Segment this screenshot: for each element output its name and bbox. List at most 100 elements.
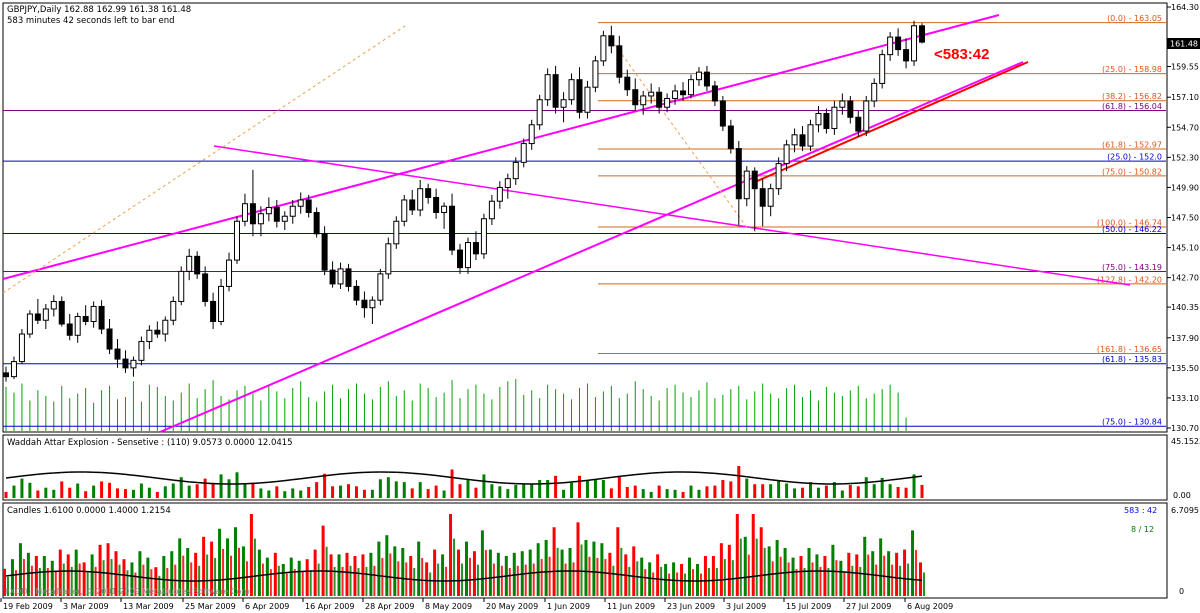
candle-body [18, 333, 25, 363]
candle-body [50, 300, 57, 310]
ind1-signal-line [714, 472, 723, 475]
ind2-signal-line [882, 575, 891, 578]
candle-body [369, 299, 376, 309]
ind2-signal-line [905, 578, 915, 581]
candle-body [592, 60, 599, 88]
ind2-signal-line [101, 571, 110, 575]
ind2-signal-line [85, 570, 94, 573]
ind1-signal-line [29, 473, 38, 476]
ind2-signal-line [380, 575, 389, 578]
ind2-signal-line [13, 573, 23, 576]
candle-body [648, 91, 655, 97]
ind1-signal-line [706, 472, 715, 475]
ind1-signal-line [722, 473, 731, 476]
candle-body [815, 113, 822, 126]
ind1-signal-line [786, 480, 795, 484]
ind2-signal-line [858, 572, 867, 575]
ind1-signal-line [252, 482, 261, 485]
ind2-signal-line [356, 572, 365, 575]
candle-body [329, 269, 336, 285]
ind2-signal-line [141, 576, 150, 579]
ind1-signal-line [746, 476, 755, 479]
date-tick-label: 8 May 2009 [425, 602, 472, 611]
ind2-signal-line [244, 575, 254, 579]
ind2-signal-line [404, 577, 413, 581]
ind2-signal-line [364, 573, 373, 576]
ind2-signal-line [292, 570, 301, 573]
candle-body [249, 203, 256, 225]
ind2-signal-line [483, 577, 492, 580]
candle-body [680, 90, 687, 96]
price-tick-label: 130.70 [1171, 424, 1199, 433]
candle-body [361, 299, 368, 309]
ind2-signal-line [890, 576, 899, 579]
ind2-signal-line [866, 573, 875, 576]
ind1-signal-line [738, 475, 747, 478]
ind2-signal-line [595, 571, 604, 574]
candle-body [353, 285, 360, 301]
ind2-signal-line [117, 573, 126, 577]
candle-body [831, 106, 838, 130]
ind1-signal-line [627, 473, 636, 477]
price-tick-label: 137.90 [1171, 334, 1199, 343]
candle-body [34, 313, 41, 321]
ind1-signal-line [643, 472, 652, 475]
price-tick-label: 133.10 [1171, 394, 1199, 403]
ind2-signal-line [754, 574, 763, 577]
ind2-signal-line [619, 573, 628, 577]
fib-label: (25.0) - 158.98 [1102, 65, 1162, 74]
ind1-signal-line [292, 477, 301, 481]
ind1-signal-line [117, 472, 126, 476]
candle-body [433, 196, 440, 213]
ind1-signal-line [133, 474, 142, 477]
date-tick-label: 20 May 2009 [486, 602, 538, 611]
candle-body [695, 71, 702, 81]
ind2-signal-line [5, 574, 15, 577]
ind2-signal-line [778, 571, 787, 575]
candle-body [688, 79, 695, 96]
ind1-signal-line [874, 480, 883, 483]
ind1-signal-line [794, 481, 803, 484]
ind1-signal-line [603, 476, 612, 480]
watermark-text: FXDD - MetaTrader, © 2001-2009 MetaQuote… [5, 587, 252, 596]
ind2-signal-line [37, 571, 46, 574]
candle-body [273, 206, 280, 222]
candle-body [711, 85, 718, 102]
ind1-signal-line [420, 473, 429, 476]
ind1-signal-line [348, 472, 357, 475]
ind2-tick-label: 6.7095 [1171, 506, 1199, 515]
candle-body [321, 233, 328, 271]
ind1-signal-line [459, 477, 469, 481]
trend-lines [2, 14, 1131, 433]
ind2-signal-line [667, 579, 676, 582]
ind2-signal-line [507, 574, 516, 577]
candle-body [536, 99, 543, 126]
ind2-signal-line [133, 575, 142, 579]
candle-body [281, 215, 288, 222]
candle-body [289, 205, 296, 217]
candle-body [186, 255, 193, 272]
ind1-signal-line [858, 481, 867, 484]
candle-body [600, 35, 607, 62]
ind1-signal-line [770, 478, 779, 482]
candle-body [640, 95, 647, 106]
candle-body [632, 89, 639, 106]
ind1-signal-line [555, 481, 564, 485]
candle-body [3, 372, 9, 378]
candle-body [783, 144, 790, 165]
fib-label: (61.8) - 156.04 [1102, 102, 1162, 111]
candle-body [879, 54, 886, 84]
candle-body [512, 161, 519, 180]
candle-body [82, 315, 89, 322]
candle-body [74, 315, 81, 336]
ind1-signal-line [284, 478, 293, 482]
ind1-signal-line [730, 474, 739, 477]
indicator2-timer: 583 : 42 [1124, 506, 1157, 515]
ind2-signal-line [611, 572, 620, 576]
ind2-signal-line [499, 575, 508, 578]
candle-body [10, 361, 17, 378]
ind2-signal-line [467, 578, 477, 581]
date-tick-label: 23 Jun 2009 [667, 602, 715, 611]
ind1-signal-line [13, 475, 23, 478]
